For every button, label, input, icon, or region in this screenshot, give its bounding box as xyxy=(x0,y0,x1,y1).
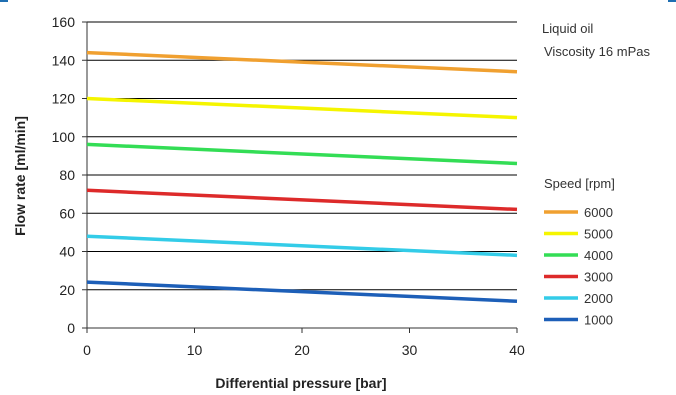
y-axis-label: Flow rate [ml/min] xyxy=(12,116,28,236)
legend-label-6000: 6000 xyxy=(584,205,613,220)
x-tick-label: 0 xyxy=(83,342,91,358)
y-tick-label: 40 xyxy=(59,244,75,260)
y-tick-label: 120 xyxy=(52,91,76,107)
data-series xyxy=(86,50,518,303)
y-tick-label: 60 xyxy=(59,205,75,221)
legend-items: 6000 5000 4000 3000 2000 1000 xyxy=(544,205,613,328)
annotation-viscosity: Viscosity 16 mPas xyxy=(544,44,650,59)
corner-accent-right xyxy=(668,0,676,2)
legend-label-2000: 2000 xyxy=(584,291,613,306)
legend-label-4000: 4000 xyxy=(584,248,613,263)
y-tick-label: 140 xyxy=(52,52,76,68)
legend-label-3000: 3000 xyxy=(584,270,613,285)
y-tick-labels: 0 20 40 60 80 100 120 140 160 xyxy=(52,14,76,336)
x-tick-label: 10 xyxy=(187,342,203,358)
legend-label-1000: 1000 xyxy=(584,313,613,328)
y-tick-label: 80 xyxy=(59,167,75,183)
y-tick-label: 0 xyxy=(67,320,75,336)
annotation-liquid-oil: Liquid oil xyxy=(542,21,593,36)
x-tick-labels: 0 10 20 30 40 xyxy=(83,342,525,358)
series-line-1000 xyxy=(86,280,518,303)
x-axis-label: Differential pressure [bar] xyxy=(215,375,386,391)
x-tick-label: 30 xyxy=(402,342,418,358)
legend: Speed [rpm] 6000 5000 4000 3000 2000 1000 xyxy=(544,176,615,328)
series-line-5000 xyxy=(86,96,518,120)
y-tick-label: 100 xyxy=(52,129,76,145)
series-line-6000 xyxy=(86,50,518,74)
grid-lines xyxy=(87,21,517,291)
legend-label-5000: 5000 xyxy=(584,227,613,242)
series-line-4000 xyxy=(86,142,518,166)
series-line-2000 xyxy=(86,234,518,258)
series-line-3000 xyxy=(86,188,518,212)
axes xyxy=(82,21,518,333)
x-tick-label: 20 xyxy=(294,342,310,358)
x-tick-label: 40 xyxy=(509,342,525,358)
corner-accent-left xyxy=(0,0,8,2)
legend-title: Speed [rpm] xyxy=(544,176,615,191)
y-tick-label: 160 xyxy=(52,14,76,30)
y-tick-label: 20 xyxy=(59,282,75,298)
